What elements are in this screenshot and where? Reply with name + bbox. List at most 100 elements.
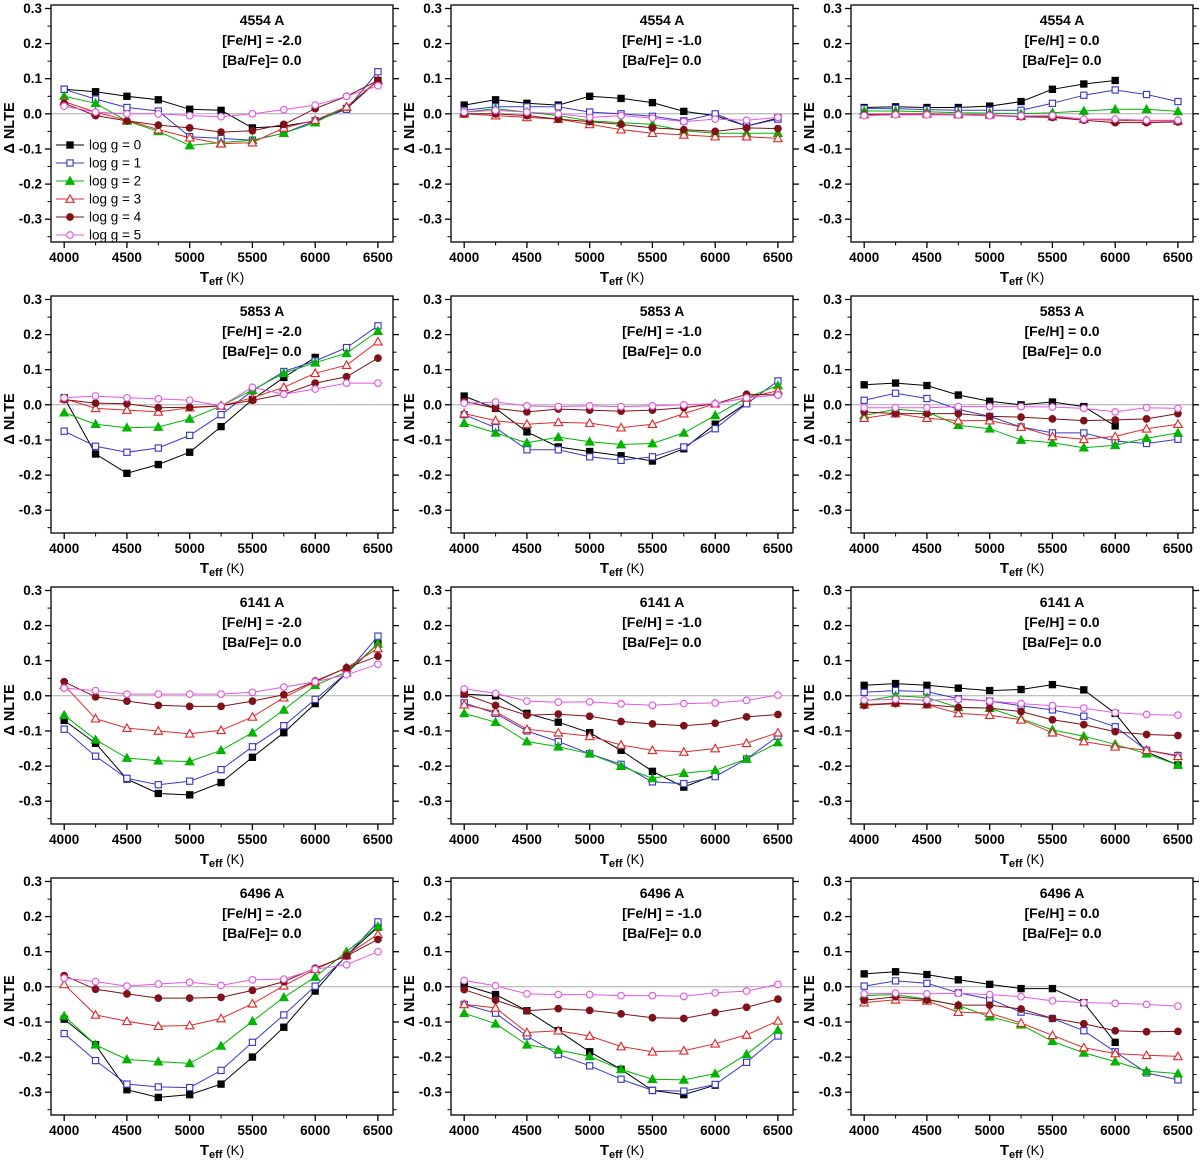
panel-title: 6496 A (640, 885, 685, 901)
marker-triangle-open (678, 1045, 689, 1055)
marker-circle-filled (217, 702, 225, 711)
marker-triangle-open (741, 737, 752, 748)
marker-circle-open (248, 688, 257, 697)
marker-triangle-filled (615, 1063, 627, 1074)
marker-circle-open (1111, 999, 1120, 1008)
y-tick-label: 0.0 (823, 979, 842, 994)
x-tick-label: 5500 (637, 250, 667, 265)
y-tick-label: 0.1 (823, 944, 842, 959)
marker-circle-filled (185, 994, 194, 1002)
legend-item-label: log g = 4 (89, 210, 142, 225)
x-tick-label: 6000 (300, 832, 330, 847)
marker-circle-open (648, 114, 657, 122)
legend-item-label: log g = 2 (89, 174, 141, 189)
marker-triangle-open (458, 999, 470, 1009)
marker-square-filled (217, 778, 225, 787)
marker-square-open (860, 396, 868, 404)
marker-circle-filled (154, 403, 163, 412)
x-tick-label: 4000 (49, 541, 79, 556)
marker-circle-open (860, 403, 869, 412)
y-tick-label: 0.3 (823, 292, 842, 307)
marker-square-open (891, 977, 900, 985)
marker-triangle-open (647, 1046, 658, 1056)
marker-triangle-filled (1047, 437, 1058, 447)
marker-triangle-filled (1141, 103, 1152, 114)
x-tick-label: 4500 (912, 832, 942, 847)
marker-circle-open (923, 111, 931, 119)
marker-triangle-filled (184, 140, 195, 150)
marker-triangle-filled (90, 734, 101, 744)
x-tick-label: 6000 (1100, 832, 1130, 847)
marker-circle-filled (123, 697, 131, 705)
marker-circle-open (711, 399, 720, 408)
panel-bafe-label: [Ba/Fe]= 0.0 (1023, 343, 1102, 359)
marker-circle-open (554, 990, 563, 999)
marker-triangle-open (490, 1002, 501, 1012)
marker-triangle-open (647, 418, 658, 429)
panel-svg: 4000 4500 5000 5500 6000 6500 0.3 0.2 0.1 0.0 -0.1… (402, 583, 799, 870)
marker-triangle-open (372, 643, 384, 653)
y-tick-label: -0.2 (819, 1050, 842, 1065)
marker-triangle-open (310, 367, 321, 378)
marker-circle-open (460, 108, 469, 116)
marker-triangle-filled (710, 1068, 721, 1078)
marker-square-filled (1111, 1038, 1119, 1046)
marker-triangle-open (1015, 421, 1027, 431)
panel-bafe-label: [Ba/Fe]= 0.0 (1023, 634, 1102, 650)
marker-circle-open (1174, 404, 1182, 413)
marker-triangle-open (372, 336, 384, 346)
marker-circle-open (923, 696, 931, 704)
marker-triangle-open (1015, 714, 1027, 724)
panel-title: 5853 A (640, 303, 685, 319)
y-tick-label: -0.2 (19, 1050, 42, 1065)
marker-circle-open (985, 402, 994, 411)
marker-square-open (648, 453, 657, 461)
marker-circle-open (1048, 111, 1057, 120)
x-tick-label: 5000 (575, 832, 605, 847)
marker-square-open (217, 765, 225, 774)
marker-square-open (648, 1086, 657, 1095)
marker-circle-open (279, 105, 288, 114)
y-tick-label: 0.2 (23, 327, 42, 342)
marker-square-open (280, 722, 288, 730)
marker-circle-filled (985, 412, 994, 421)
marker-circle-open (491, 981, 500, 990)
marker-square-filled (523, 428, 531, 436)
marker-square-filled (186, 1090, 194, 1099)
marker-square-open (248, 743, 257, 751)
x-tick-label: 5000 (975, 541, 1005, 556)
x-axis-label: Teff (K) (600, 1142, 644, 1161)
y-tick-label: -0.3 (19, 212, 43, 227)
marker-square-open (1048, 99, 1057, 107)
marker-circle-filled (248, 986, 257, 995)
marker-circle-open (460, 684, 469, 693)
marker-circle-open (342, 379, 351, 387)
marker-triangle-filled (647, 1073, 658, 1084)
marker-triangle-open (710, 743, 721, 753)
panel-title: 6141 A (640, 594, 685, 610)
marker-square-open (123, 103, 131, 112)
x-tick-label: 6500 (763, 250, 793, 265)
legend-item-logg=1: log g = 1 (56, 156, 141, 171)
marker-triangle-filled (310, 357, 321, 367)
marker-triangle-open (490, 415, 501, 425)
marker-square-filled (891, 968, 900, 976)
y-tick-label: 0.0 (423, 106, 442, 121)
y-tick-label: 0.0 (823, 106, 842, 121)
panel-bafe-label: [Ba/Fe]= 0.0 (223, 343, 302, 359)
marker-circle-filled (1048, 715, 1057, 724)
marker-circle-filled (185, 702, 194, 711)
panel-1-4554-a: 4000 4500 5000 5500 6000 6500 0.3 0.2 0.1 0.0 -0.1… (400, 0, 800, 291)
marker-circle-filled (342, 952, 351, 960)
x-tick-label: 6000 (700, 250, 730, 265)
marker-circle-open (742, 987, 751, 995)
series-line-logg=0 (464, 395, 747, 462)
marker-square-open (60, 1029, 68, 1038)
marker-square-filled (186, 791, 194, 799)
x-tick-label: 4000 (49, 250, 79, 265)
marker-triangle-open (1047, 727, 1058, 737)
marker-square-open (186, 777, 194, 785)
marker-triangle-filled (710, 764, 721, 775)
marker-circle-open (954, 402, 963, 411)
marker-circle-filled (774, 124, 782, 133)
